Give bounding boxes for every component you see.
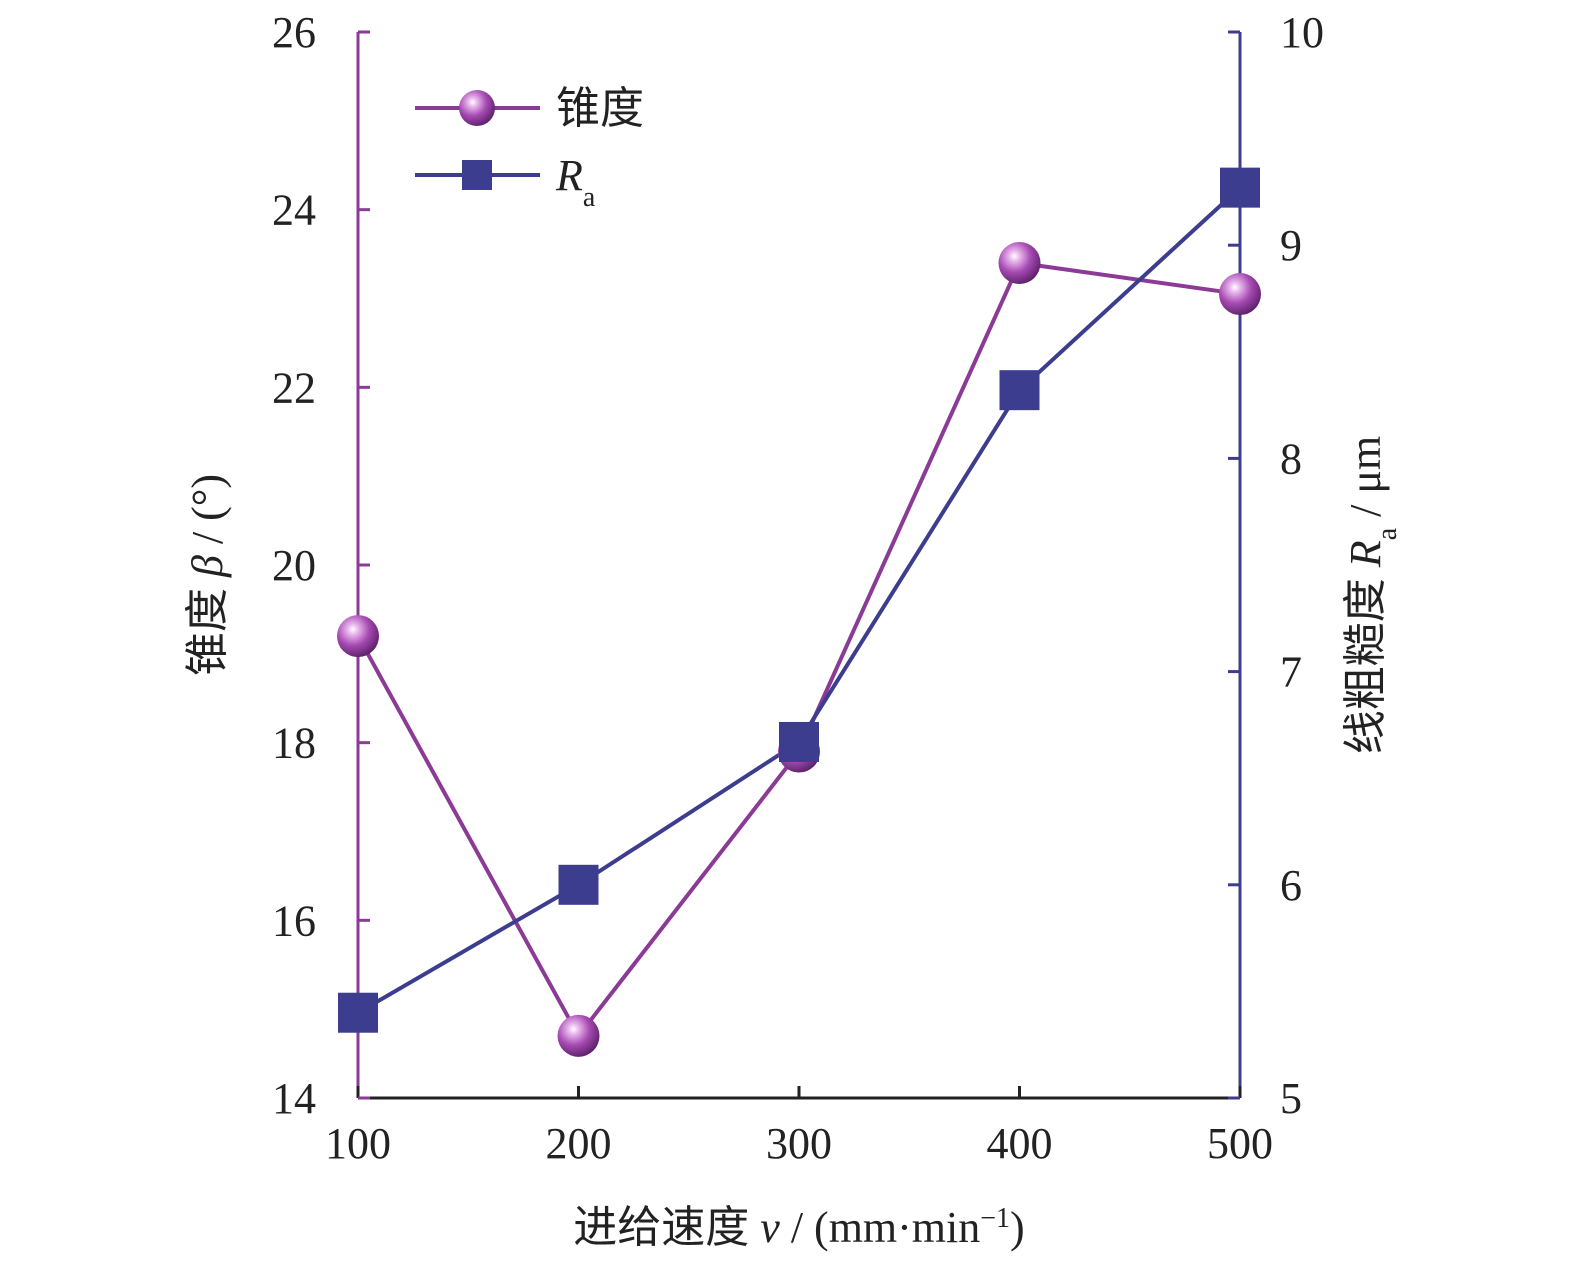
legend-marker-sphere: [459, 90, 495, 126]
left-y-tick-label: 26: [272, 8, 316, 57]
legend-item-taper: 锥度: [415, 84, 644, 133]
x-tick-label: 100: [325, 1119, 391, 1168]
series-line-ra: [356, 186, 1242, 1015]
x-tick-label: 400: [987, 1119, 1053, 1168]
taper-point: [1219, 273, 1261, 316]
left-y-tick-label: 20: [272, 541, 316, 590]
right-y-tick-label: 9: [1280, 221, 1302, 270]
right-y-tick-label: 10: [1280, 8, 1324, 57]
x-tick-label: 200: [546, 1119, 612, 1168]
taper-point: [998, 241, 1041, 284]
right-y-ticks: 5 6 7 8 9 10: [1228, 8, 1324, 1123]
legend-label-taper: 锥度: [556, 84, 644, 133]
ra-point: [999, 370, 1040, 411]
ra-point: [558, 864, 599, 905]
ra-point: [338, 992, 378, 1033]
legend: 锥度 Ra: [415, 84, 644, 213]
right-y-tick-label: 6: [1280, 861, 1302, 910]
legend-label-ra: Ra: [555, 151, 596, 213]
series-line-taper: [356, 260, 1241, 1040]
right-y-tick-label: 7: [1280, 648, 1302, 697]
right-y-tick-label: 5: [1280, 1074, 1302, 1123]
x-axis-title: 进给速度 v / (mm·min−1): [573, 1203, 1024, 1253]
legend-marker-square: [462, 160, 492, 190]
ra-point: [1220, 167, 1260, 208]
right-y-tick-label: 8: [1280, 434, 1302, 483]
legend-item-ra: Ra: [415, 151, 596, 213]
left-y-ticks: 14 16 18 20 22 24 26: [272, 8, 370, 1123]
left-y-axis-title: 锥度 β / (°): [183, 474, 232, 676]
left-y-tick-label: 18: [272, 719, 316, 768]
left-y-tick-label: 22: [272, 363, 316, 412]
right-y-axis-title: 线粗糙度 Ra / μm: [1341, 436, 1403, 754]
left-y-tick-label: 24: [272, 186, 316, 235]
x-tick-label: 500: [1207, 1119, 1273, 1168]
ra-point: [779, 721, 819, 762]
left-y-tick-label: 16: [272, 896, 316, 945]
x-ticks: 100 200 300 400 500: [325, 1086, 1273, 1168]
series-layer: [337, 167, 1261, 1057]
taper-point: [557, 1014, 600, 1057]
plot-area: 100 200 300 400 500 14 16 18 20 22 24 26 5 6 7 8 9 10: [272, 8, 1324, 1168]
x-tick-label: 300: [766, 1119, 832, 1168]
left-y-tick-label: 14: [272, 1074, 316, 1123]
taper-point: [337, 615, 379, 658]
